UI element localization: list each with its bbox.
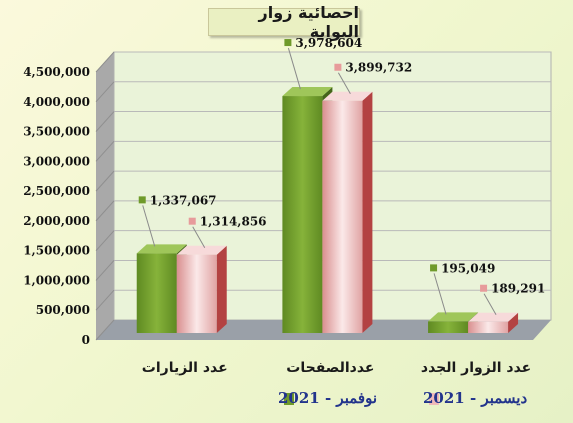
y-tick-label: 3,000,000 — [23, 154, 90, 168]
bar-top — [136, 244, 187, 254]
data-label-marker — [480, 284, 488, 292]
data-label-marker — [334, 63, 342, 71]
data-label: 195,049 — [441, 261, 495, 275]
data-label-leader — [433, 273, 447, 315]
data-label-marker — [188, 217, 196, 225]
data-label-leader — [192, 226, 206, 248]
bar-top — [282, 87, 333, 97]
side-gridline — [95, 51, 115, 73]
bar-side — [508, 312, 519, 333]
bar-side — [216, 245, 227, 333]
category-label: عددالصفحات — [286, 360, 374, 376]
y-tick-label: 3,500,000 — [23, 125, 90, 139]
data-label: 1,314,856 — [200, 215, 267, 229]
data-label: 1,337,067 — [150, 193, 217, 207]
y-tick-label: 500,000 — [36, 303, 90, 317]
data-label-leader — [142, 205, 156, 247]
legend-swatch — [429, 393, 439, 405]
legend-label: ديسمبر - 2021 — [423, 389, 527, 407]
y-tick-label: 2,500,000 — [23, 184, 90, 198]
data-label-marker — [138, 196, 146, 204]
bar-top — [468, 312, 519, 322]
side-gridline — [95, 289, 115, 311]
side-gridline — [95, 200, 115, 222]
y-tick-label: 0 — [82, 333, 90, 347]
bar — [282, 96, 323, 333]
y-tick-label: 4,500,000 — [23, 65, 90, 79]
side-gridline — [95, 260, 115, 281]
data-label: 189,291 — [491, 282, 545, 296]
y-tick-label: 1,500,000 — [23, 244, 90, 258]
data-label-leader — [337, 72, 351, 94]
side-gridline — [95, 111, 115, 132]
category-label: عدد الزوار الجدد — [421, 360, 531, 376]
legend-swatch — [284, 393, 294, 405]
side-gridline — [95, 170, 115, 192]
y-tick-label: 1,000,000 — [23, 273, 90, 287]
chart-title-box: احصائية زوار البوابة — [208, 3, 360, 41]
bar-top — [322, 91, 373, 101]
bar-top — [428, 312, 479, 322]
chart-side-wall — [96, 52, 114, 340]
side-gridline — [95, 140, 115, 162]
side-gridline — [95, 230, 115, 252]
bar-side — [362, 91, 373, 333]
data-label-marker — [430, 264, 438, 272]
data-label-marker — [284, 39, 292, 47]
bar — [136, 253, 177, 333]
bar-top — [176, 245, 227, 255]
side-gridline — [95, 319, 115, 341]
bar — [322, 100, 363, 333]
bar — [428, 321, 469, 333]
data-label-leader — [287, 47, 301, 90]
y-tick-label: 2,000,000 — [23, 214, 90, 228]
data-label: 3,899,732 — [345, 61, 412, 75]
side-gridline — [95, 81, 115, 103]
y-tick-label: 4,000,000 — [23, 95, 90, 109]
data-label: 3,978,604 — [295, 36, 362, 50]
category-label: عدد الزيارات — [142, 360, 228, 376]
legend-label: نوفمبر - 2021 — [278, 389, 377, 407]
data-label-leader — [483, 293, 497, 315]
chart-title: احصائية زوار البوابة — [258, 3, 359, 41]
bar — [468, 321, 509, 333]
bar — [176, 254, 217, 333]
